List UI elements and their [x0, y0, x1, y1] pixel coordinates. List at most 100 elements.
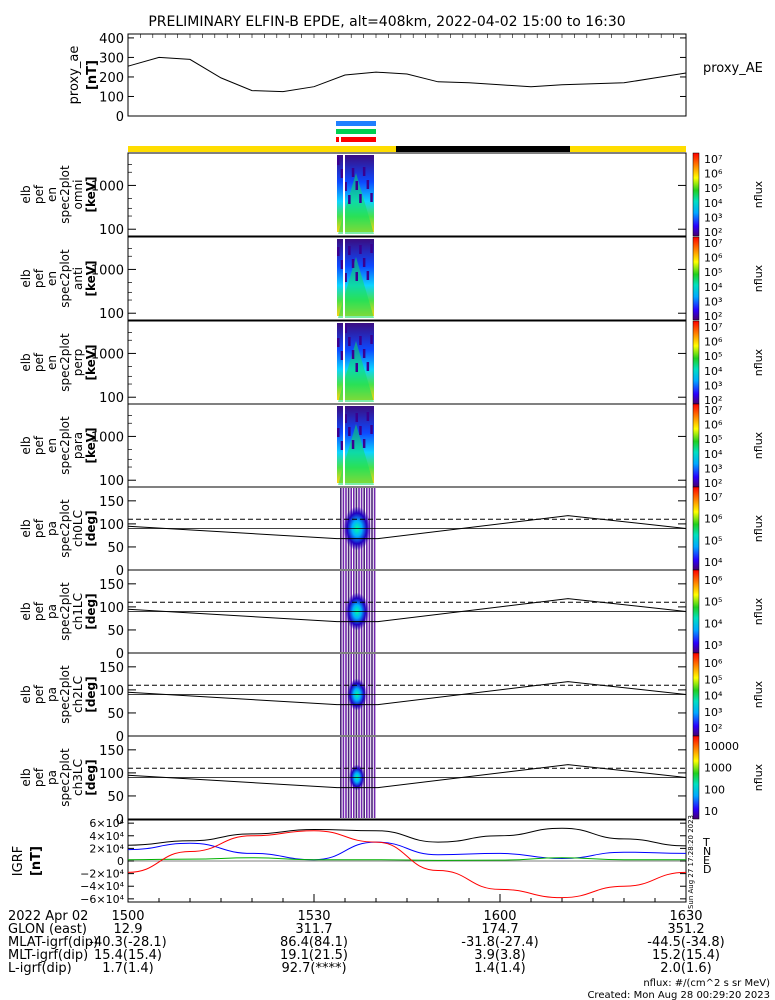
energy-ylabel-line: elb [19, 269, 33, 287]
igrf-yunit: [nT] [29, 846, 44, 876]
pa-colorbar-label: 10⁷ [704, 491, 722, 504]
zone-bar-red [336, 137, 376, 142]
spectrogram-speck [359, 245, 362, 254]
info-row-value: -40.3(-28.1) [89, 935, 166, 950]
spectrogram-speck [370, 193, 373, 202]
spectrogram-speck [366, 180, 370, 189]
igrf-ytick-label: −4×10⁴ [80, 880, 124, 893]
igrf-ytick-label: −6×10⁴ [80, 893, 124, 906]
energy-colorbar-title: nflux [752, 348, 765, 376]
spectrogram-core [338, 257, 374, 318]
pa-ylabel-line: pa [45, 687, 59, 702]
energy-ylabel-line: spec2plot [58, 249, 72, 308]
energy-ylabel-line: pef [32, 352, 46, 372]
energy-colorbar [692, 152, 700, 237]
pa-ylabel-line: [deg] [84, 676, 98, 712]
pa-ytick-label: 50 [107, 541, 124, 556]
energy-colorbar-label: 10² [704, 310, 722, 323]
spectrogram-speck [366, 412, 370, 421]
pa-ylabel-line: spec2plot [58, 499, 72, 558]
pa-colorbar-label: 10⁵ [704, 534, 722, 547]
proxy-ae-yunit: [nT] [85, 60, 100, 90]
pa-colorbar-label: 10⁶ [704, 513, 723, 526]
igrf-ytick-label: 0 [117, 855, 124, 868]
info-row-value: 2.0(1.6) [660, 961, 712, 976]
pa-ylabel-line: pef [32, 601, 46, 621]
energy-panel-frame [127, 152, 687, 237]
proxy-ae-line [127, 56, 687, 93]
pa-ytick-label: 150 [99, 495, 124, 510]
energy-colorbar-label: 10³ [704, 462, 722, 475]
proxy-ae-ytick-label: 400 [99, 32, 124, 47]
proxy-ae-ylabel: proxy_ae [67, 46, 82, 105]
igrf-line-T [127, 827, 687, 847]
pa-ytick-label: 100 [99, 518, 124, 533]
info-row-label: L-igrf(dip) [8, 961, 72, 976]
igrf-line-D [127, 830, 687, 899]
side-timestamp: Sun Aug 27 17:28:20 2023 [687, 815, 695, 909]
energy-colorbar-label: 10⁵ [704, 433, 722, 446]
pa-ylabel-line: pef [32, 518, 46, 538]
spectrogram-speck [362, 258, 366, 267]
igrf-lines [127, 827, 687, 899]
spectrogram-speck [340, 351, 344, 360]
pa-loss-cone-line [127, 598, 687, 623]
spectrogram-speck [344, 182, 347, 191]
info-row-value: 351.2 [667, 922, 704, 937]
pa-ylabel-line: pa [45, 521, 59, 536]
spectrogram-speck [348, 337, 351, 346]
pa-colorbar-label: 10 [704, 805, 718, 818]
info-row-label: MLT-igrf(dip) [8, 948, 88, 963]
energy-ytick-label: 100 [99, 474, 124, 489]
energy-colorbar-label: 10³ [704, 379, 722, 392]
spectrogram-gap [343, 155, 345, 234]
pa-ytick-label: 100 [99, 767, 124, 782]
pa-ylabel-line: spec2plot [58, 665, 72, 724]
igrf-line-N [127, 841, 687, 861]
time-tick-label: 1600 [483, 909, 516, 924]
energy-colorbar [692, 403, 700, 488]
proxy-ae-legend: proxy_AE [703, 61, 763, 76]
energy-panel-frame [127, 403, 687, 488]
pa-colorbar-title: nflux [752, 597, 765, 625]
info-row-value: -31.8(-27.4) [461, 935, 538, 950]
info-row-value: 1.7(1.4) [102, 961, 154, 976]
spectrogram-core [338, 173, 374, 234]
spectrogram-speck [340, 169, 344, 178]
pa-ytick-label: 100 [99, 601, 124, 616]
energy-ylabel-line: elb [19, 185, 33, 203]
pa-ylabel-line: [deg] [84, 593, 98, 629]
pa-ytick-label: 50 [107, 624, 124, 639]
spectrogram-speck [370, 244, 373, 253]
spectrogram-speck [355, 363, 358, 372]
energy-colorbar-label: 10⁵ [704, 182, 722, 195]
spectrogram-speck [340, 260, 344, 269]
spectrogram-speck [348, 427, 351, 436]
energy-ylabel-line: en [45, 187, 59, 202]
pa-colorbar-label: 10⁴ [704, 690, 723, 703]
orbit-info-rows: GLON (east) 12.9 311.7 174.7 351.2 MLAT-igrf(… [8, 922, 725, 976]
pa-colorbar-label: 10⁶ [704, 657, 723, 670]
pa-ylabel-line: ch3LC [71, 759, 85, 796]
energy-colorbar-label: 10⁴ [704, 365, 723, 378]
igrf-ytick-label: 4×10⁴ [89, 830, 124, 843]
footer-date: 2022 Apr 02 [8, 909, 88, 924]
energy-ylabel-line: anti [71, 267, 85, 290]
energy-ytick-label: 1000 [91, 263, 124, 278]
energy-ytick-label: 100 [99, 307, 124, 322]
energy-colorbar-label: 10⁴ [704, 448, 723, 461]
energy-ylabel-line: perp [71, 349, 85, 377]
pa-ytick-label: 0 [116, 647, 124, 662]
pa-colorbar [692, 735, 700, 820]
energy-panel-frame [127, 320, 687, 405]
pa-ylabel-line: [deg] [84, 510, 98, 546]
info-row-value: 311.7 [295, 922, 332, 937]
zone-bar-green [336, 129, 376, 134]
